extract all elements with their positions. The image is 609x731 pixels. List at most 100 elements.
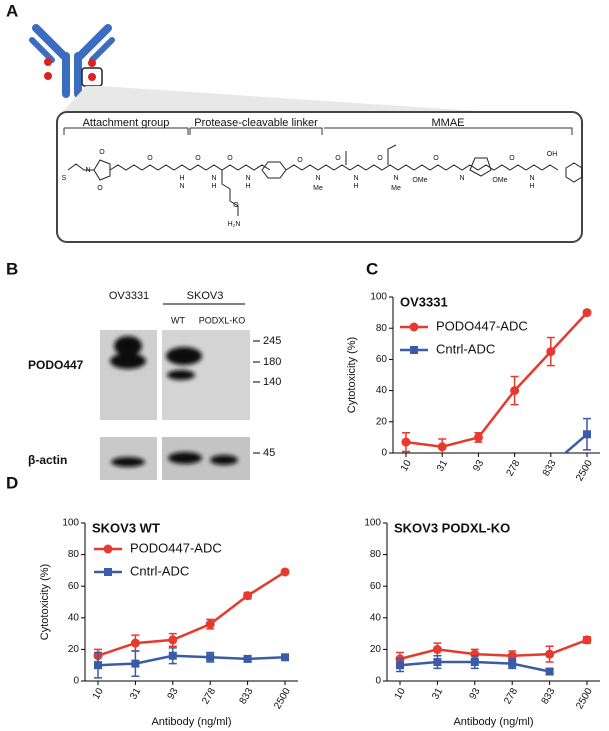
marker [130, 638, 140, 648]
cell-line-label: SKOV3 [187, 290, 224, 302]
plot-area [401, 308, 592, 453]
y-tick-label: 80 [68, 549, 80, 560]
marker [583, 430, 591, 439]
atom-label: O [509, 155, 515, 162]
y-tick-label: 20 [370, 644, 382, 655]
marker [168, 635, 178, 645]
x-tick-label: 31 [430, 686, 445, 702]
panel-label: B [6, 259, 18, 278]
x-tick-label: 278 [502, 686, 520, 706]
legend-label: PODO447-ADC [130, 540, 222, 555]
plot-area [93, 567, 290, 679]
marker [507, 651, 517, 661]
chart-title: SKOV3 WT [92, 520, 160, 535]
marker [546, 347, 556, 357]
marker [396, 661, 404, 670]
x-tick-label: 10 [91, 686, 106, 702]
marker [243, 591, 253, 601]
x-tick-label: 833 [238, 686, 256, 706]
atom-label: H [529, 183, 534, 190]
atom-label: N [353, 175, 358, 182]
marker-label: 245 [263, 335, 281, 347]
marker [508, 659, 517, 668]
chart-title: SKOV3 PODXL-KO [394, 520, 510, 535]
marker [206, 653, 215, 662]
marker-label: 140 [263, 376, 281, 388]
y-tick-label: 40 [370, 612, 382, 623]
drug-icons [44, 58, 96, 81]
atom-label: O [433, 155, 439, 162]
section-label: Attachment group [83, 117, 170, 129]
x-tick-label: 10 [399, 458, 414, 474]
y-tick-label: 80 [370, 549, 382, 560]
marker [437, 442, 447, 452]
y-tick-label: 0 [73, 676, 79, 687]
marker [510, 386, 520, 396]
series-line [405, 311, 588, 449]
atom-label: H [211, 183, 216, 190]
atom-label: O [99, 149, 105, 156]
x-tick-label: 2500 [272, 686, 293, 711]
legend-label: Cntrl-ADC [130, 563, 189, 578]
x-tick-label: 278 [505, 458, 523, 478]
atom-label: OMe [492, 177, 507, 184]
x-tick-label: 833 [541, 458, 559, 478]
y-tick-label: 80 [376, 323, 388, 334]
atom-label: N [179, 183, 184, 190]
section-brackets [63, 127, 573, 135]
marker [545, 667, 554, 676]
marker [470, 658, 479, 667]
x-tick-label: 31 [435, 458, 450, 474]
x-tick-label: 31 [128, 686, 143, 702]
marker [582, 635, 592, 645]
x-tick-label: 93 [468, 686, 483, 702]
lane-label: WT [171, 315, 185, 325]
marker [131, 659, 140, 668]
marker [401, 437, 411, 447]
atom-label: S [62, 175, 67, 182]
legend-label: PODO447-ADC [436, 318, 528, 333]
atom-label: H [245, 183, 250, 190]
x-tick-label: 10 [393, 686, 408, 702]
zoom-wedge [57, 86, 582, 118]
marker [205, 619, 215, 629]
y-tick-label: 40 [68, 612, 80, 623]
cell-line-label: OV3331 [109, 290, 149, 302]
atom-label: O [147, 155, 153, 162]
marker [104, 568, 112, 576]
marker [168, 651, 177, 660]
panel-label: C [366, 259, 378, 278]
y-tick-label: 20 [68, 644, 80, 655]
atom-label: H [179, 175, 184, 182]
atom-label: H₂N [228, 221, 241, 228]
marker [281, 653, 289, 662]
marker [243, 654, 252, 663]
marker-label: 180 [263, 356, 281, 368]
atom-label: N [315, 175, 320, 182]
y-tick-label: 20 [376, 416, 388, 427]
atom-label: N [393, 175, 398, 182]
marker [582, 308, 592, 318]
atom-label: N [211, 175, 216, 182]
atom-label: Me [313, 185, 323, 192]
atom-label: O [233, 202, 239, 209]
atom-label: N [245, 175, 250, 182]
series-line [97, 654, 286, 667]
panel-label: D [6, 473, 18, 492]
x-axis-label: Antibody (ng/ml) [151, 716, 231, 728]
marker [280, 567, 290, 577]
y-tick-label: 100 [364, 518, 381, 529]
y-tick-label: 0 [381, 448, 387, 459]
section-label: Protease-cleavable linker [194, 117, 318, 129]
y-axis-label: Cytotoxicity (%) [39, 564, 51, 640]
marker [473, 432, 483, 442]
antibody-icon [29, 24, 115, 98]
x-axis-label: Antibody (ng/ml) [453, 716, 533, 728]
x-tick-label: 2500 [574, 458, 595, 483]
size-markers: 245 180 140 45 [253, 335, 281, 459]
y-tick-label: 60 [68, 581, 80, 592]
y-tick-label: 60 [376, 354, 388, 365]
atom-label: H [353, 183, 358, 190]
series-line [97, 570, 286, 657]
series-line [563, 433, 588, 453]
